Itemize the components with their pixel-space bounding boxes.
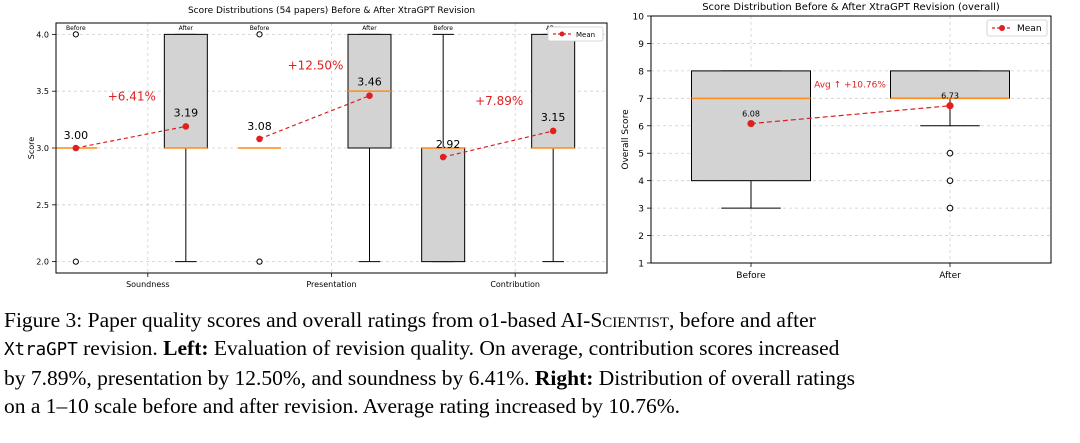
outlier-point (72, 258, 79, 265)
box-before (421, 147, 466, 263)
right-x-tick-label: After (939, 271, 961, 281)
caption-text-2: , before and after (668, 308, 816, 332)
right-y-tick-label: 7 (638, 95, 644, 105)
left-x-tick-label: Contribution (490, 280, 540, 289)
caption-scientist: Scientist (590, 308, 669, 332)
legend-label: Mean (1017, 24, 1042, 34)
legend-box (547, 26, 604, 42)
mean-point (366, 92, 373, 100)
percent-change-label: +6.41% (108, 89, 156, 103)
legend-marker (559, 31, 565, 37)
mean-label-before: 2.92 (436, 138, 461, 151)
caption-text-6: Distribution of overall ratings (593, 366, 855, 390)
caption-text-3: revision. (77, 336, 164, 360)
left-x-tick-label: Soundness (126, 280, 170, 289)
left-y-tick-label: 4.0 (36, 30, 49, 39)
mean-label-after: 3.46 (357, 76, 382, 89)
right-y-tick-label: 4 (638, 177, 644, 187)
mean-connector (750, 105, 951, 125)
caption-right-label: Right: (534, 366, 594, 390)
caption-xtragpt: XtraGPT (4, 340, 78, 360)
mean-point (72, 144, 80, 152)
legend-box (986, 19, 1048, 37)
box-after (163, 33, 208, 149)
left-y-tick-label: 2.0 (36, 258, 49, 267)
group-label-before: Before (250, 25, 270, 32)
caption-left-label: Left: (163, 336, 209, 360)
legend-label: Mean (576, 31, 595, 39)
right-y-tick-label: 1 (638, 260, 644, 270)
left-y-tick-label: 3.5 (36, 87, 49, 96)
right-y-tick-label: 9 (638, 40, 644, 50)
mean-label: 6.08 (742, 110, 760, 119)
left-y-axis-label: Score (27, 137, 36, 159)
group-label-before: Before (433, 25, 453, 32)
mean-point (747, 119, 755, 128)
mean-label-before: 3.00 (64, 129, 89, 142)
legend-marker (999, 25, 1005, 31)
outlier-point (256, 258, 263, 265)
right-y-tick-label: 6 (638, 122, 644, 132)
right-y-tick-label: 3 (638, 205, 644, 215)
mean-label-after: 3.19 (174, 106, 199, 119)
right-y-axis-label: Overall Score (621, 109, 631, 170)
right-x-tick-label: Before (736, 271, 766, 281)
right-y-tick-label: 5 (638, 150, 644, 160)
caption-text-1: Figure 3: Paper quality scores and overa… (4, 308, 561, 332)
mean-label: 6.73 (941, 92, 959, 101)
left-y-tick-label: 3.0 (36, 144, 49, 153)
group-label-after: After (362, 25, 377, 32)
box-after (890, 70, 1010, 99)
figure-caption: Figure 3: Paper quality scores and overa… (4, 306, 1076, 420)
right-y-tick-label: 2 (638, 232, 644, 242)
right-y-tick-label: 8 (638, 67, 644, 77)
caption-text-7: on a 1–10 scale before and after revisio… (4, 394, 680, 418)
outlier-point (946, 149, 954, 157)
left-box-chart: Score Distributions (54 papers) Before &… (27, 6, 608, 289)
mean-label-before: 3.08 (247, 120, 272, 133)
left-chart-title: Score Distributions (54 papers) Before &… (188, 6, 475, 16)
mean-point (946, 102, 954, 110)
percent-change-label: +12.50% (288, 59, 344, 73)
right-chart-title: Score Distribution Before & After XtraGP… (702, 2, 1000, 13)
mean-connector (259, 95, 370, 140)
left-legend: Mean (547, 26, 604, 42)
caption-text-4: Evaluation of revision quality. On avera… (208, 336, 840, 360)
mean-label-after: 3.15 (541, 111, 566, 124)
figure-charts: Score Distributions (54 papers) Before &… (27, 2, 1052, 289)
right-legend: Mean (986, 19, 1048, 37)
left-y-tick-label: 2.5 (36, 201, 49, 210)
outlier-point (946, 204, 954, 212)
left-x-tick-label: Presentation (306, 280, 356, 289)
mean-connector (75, 125, 186, 149)
right-y-tick-label: 10 (633, 13, 645, 23)
right-box-chart: Score Distribution Before & After XtraGP… (621, 2, 1052, 281)
mean-connector (443, 130, 554, 158)
outlier-point (946, 177, 954, 184)
left-plot-frame (55, 22, 608, 274)
avg-change-label: Avg ↑ +10.76% (814, 80, 886, 90)
outlier-point (72, 31, 79, 38)
caption-text-5: by 7.89%, presentation by 12.50%, and so… (4, 366, 535, 390)
outlier-point (256, 31, 263, 38)
percent-change-label: +7.89% (475, 94, 523, 108)
group-label-after: After (179, 25, 194, 32)
group-label-before: Before (66, 25, 86, 32)
right-plot-frame (650, 15, 1052, 264)
caption-ai: AI- (560, 308, 591, 332)
